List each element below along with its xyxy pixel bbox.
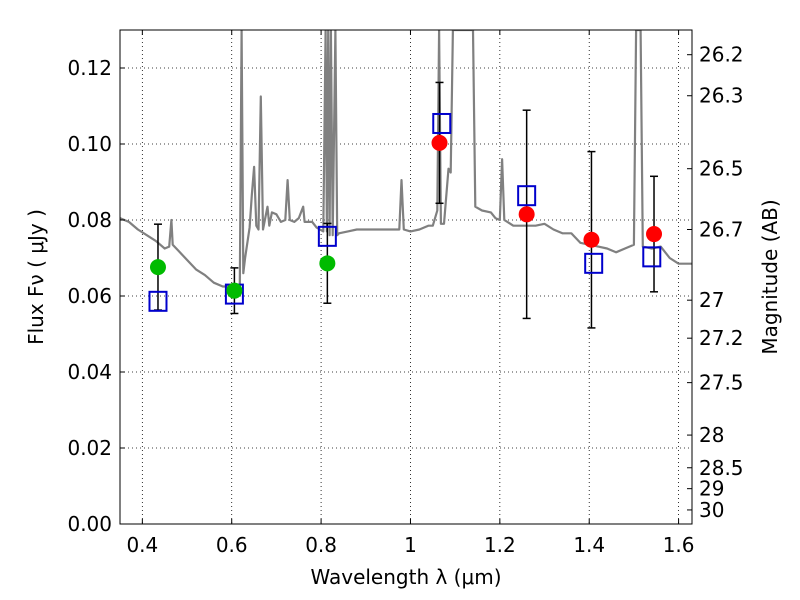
magnitude-tick-label: 27.2	[699, 326, 744, 350]
y-tick-label: 0.02	[67, 436, 112, 460]
x-tick-label: 0.6	[216, 533, 248, 557]
y-tick-label: 0.04	[67, 360, 112, 384]
y-axis-title: Flux Fν ( μJy )	[24, 209, 48, 345]
spectrum-layer	[120, 30, 692, 292]
y-tick-label: 0.08	[67, 208, 112, 232]
magnitude-tick-label: 30	[699, 498, 724, 522]
magnitude-tick-label: 28	[699, 423, 724, 447]
magnitude-tick-label: 26.5	[699, 157, 744, 181]
x-tick-label: 1.6	[663, 533, 695, 557]
model-flux-square	[432, 112, 452, 134]
y-tick-label: 0.12	[67, 56, 112, 80]
y-tick-label: 0.10	[67, 132, 112, 156]
x-tick-label: 1.4	[573, 533, 605, 557]
magnitude-tick-label: 26.7	[699, 218, 744, 242]
x-axis-title: Wavelength λ (μm)	[310, 565, 501, 589]
y-tick-label: 0.00	[67, 512, 112, 536]
model-flux-square	[517, 185, 537, 207]
y2-axis-title: Magnitude (AB)	[758, 199, 782, 354]
observed-flux-point	[319, 255, 336, 272]
observed-flux-point	[583, 231, 600, 248]
y-tick-label: 0.06	[67, 284, 112, 308]
magnitude-tick-label: 29	[699, 477, 724, 501]
observed-flux-point	[431, 134, 448, 151]
observed-flux-point	[149, 259, 166, 276]
model-flux-square	[317, 225, 337, 247]
magnitude-tick-label: 27	[699, 288, 724, 312]
magnitude-tick-label: 28.5	[699, 456, 744, 480]
observed-flux-point	[646, 226, 663, 243]
model-flux-square	[148, 290, 168, 312]
observed-flux-point	[518, 206, 535, 223]
model-spectrum-line	[120, 30, 692, 292]
x-tick-label: 0.8	[305, 533, 337, 557]
marker-layer	[148, 112, 663, 312]
plot-frame	[119, 29, 693, 525]
observed-flux-point	[226, 282, 243, 299]
x-tick-label: 1.2	[484, 533, 516, 557]
x-tick-label: 1	[404, 533, 417, 557]
magnitude-tick-label: 27.5	[699, 371, 744, 395]
model-flux-square	[642, 246, 662, 268]
model-flux-square	[584, 252, 604, 274]
magnitude-tick-label: 26.2	[699, 43, 744, 67]
magnitude-tick-label: 26.3	[699, 84, 744, 108]
x-tick-label: 0.4	[126, 533, 158, 557]
tick-layer: 0.4 0.6 0.8 1 1.2 1.4 1.6 0.00 0.02 0.04 0.06 0.08 0…	[67, 30, 744, 557]
